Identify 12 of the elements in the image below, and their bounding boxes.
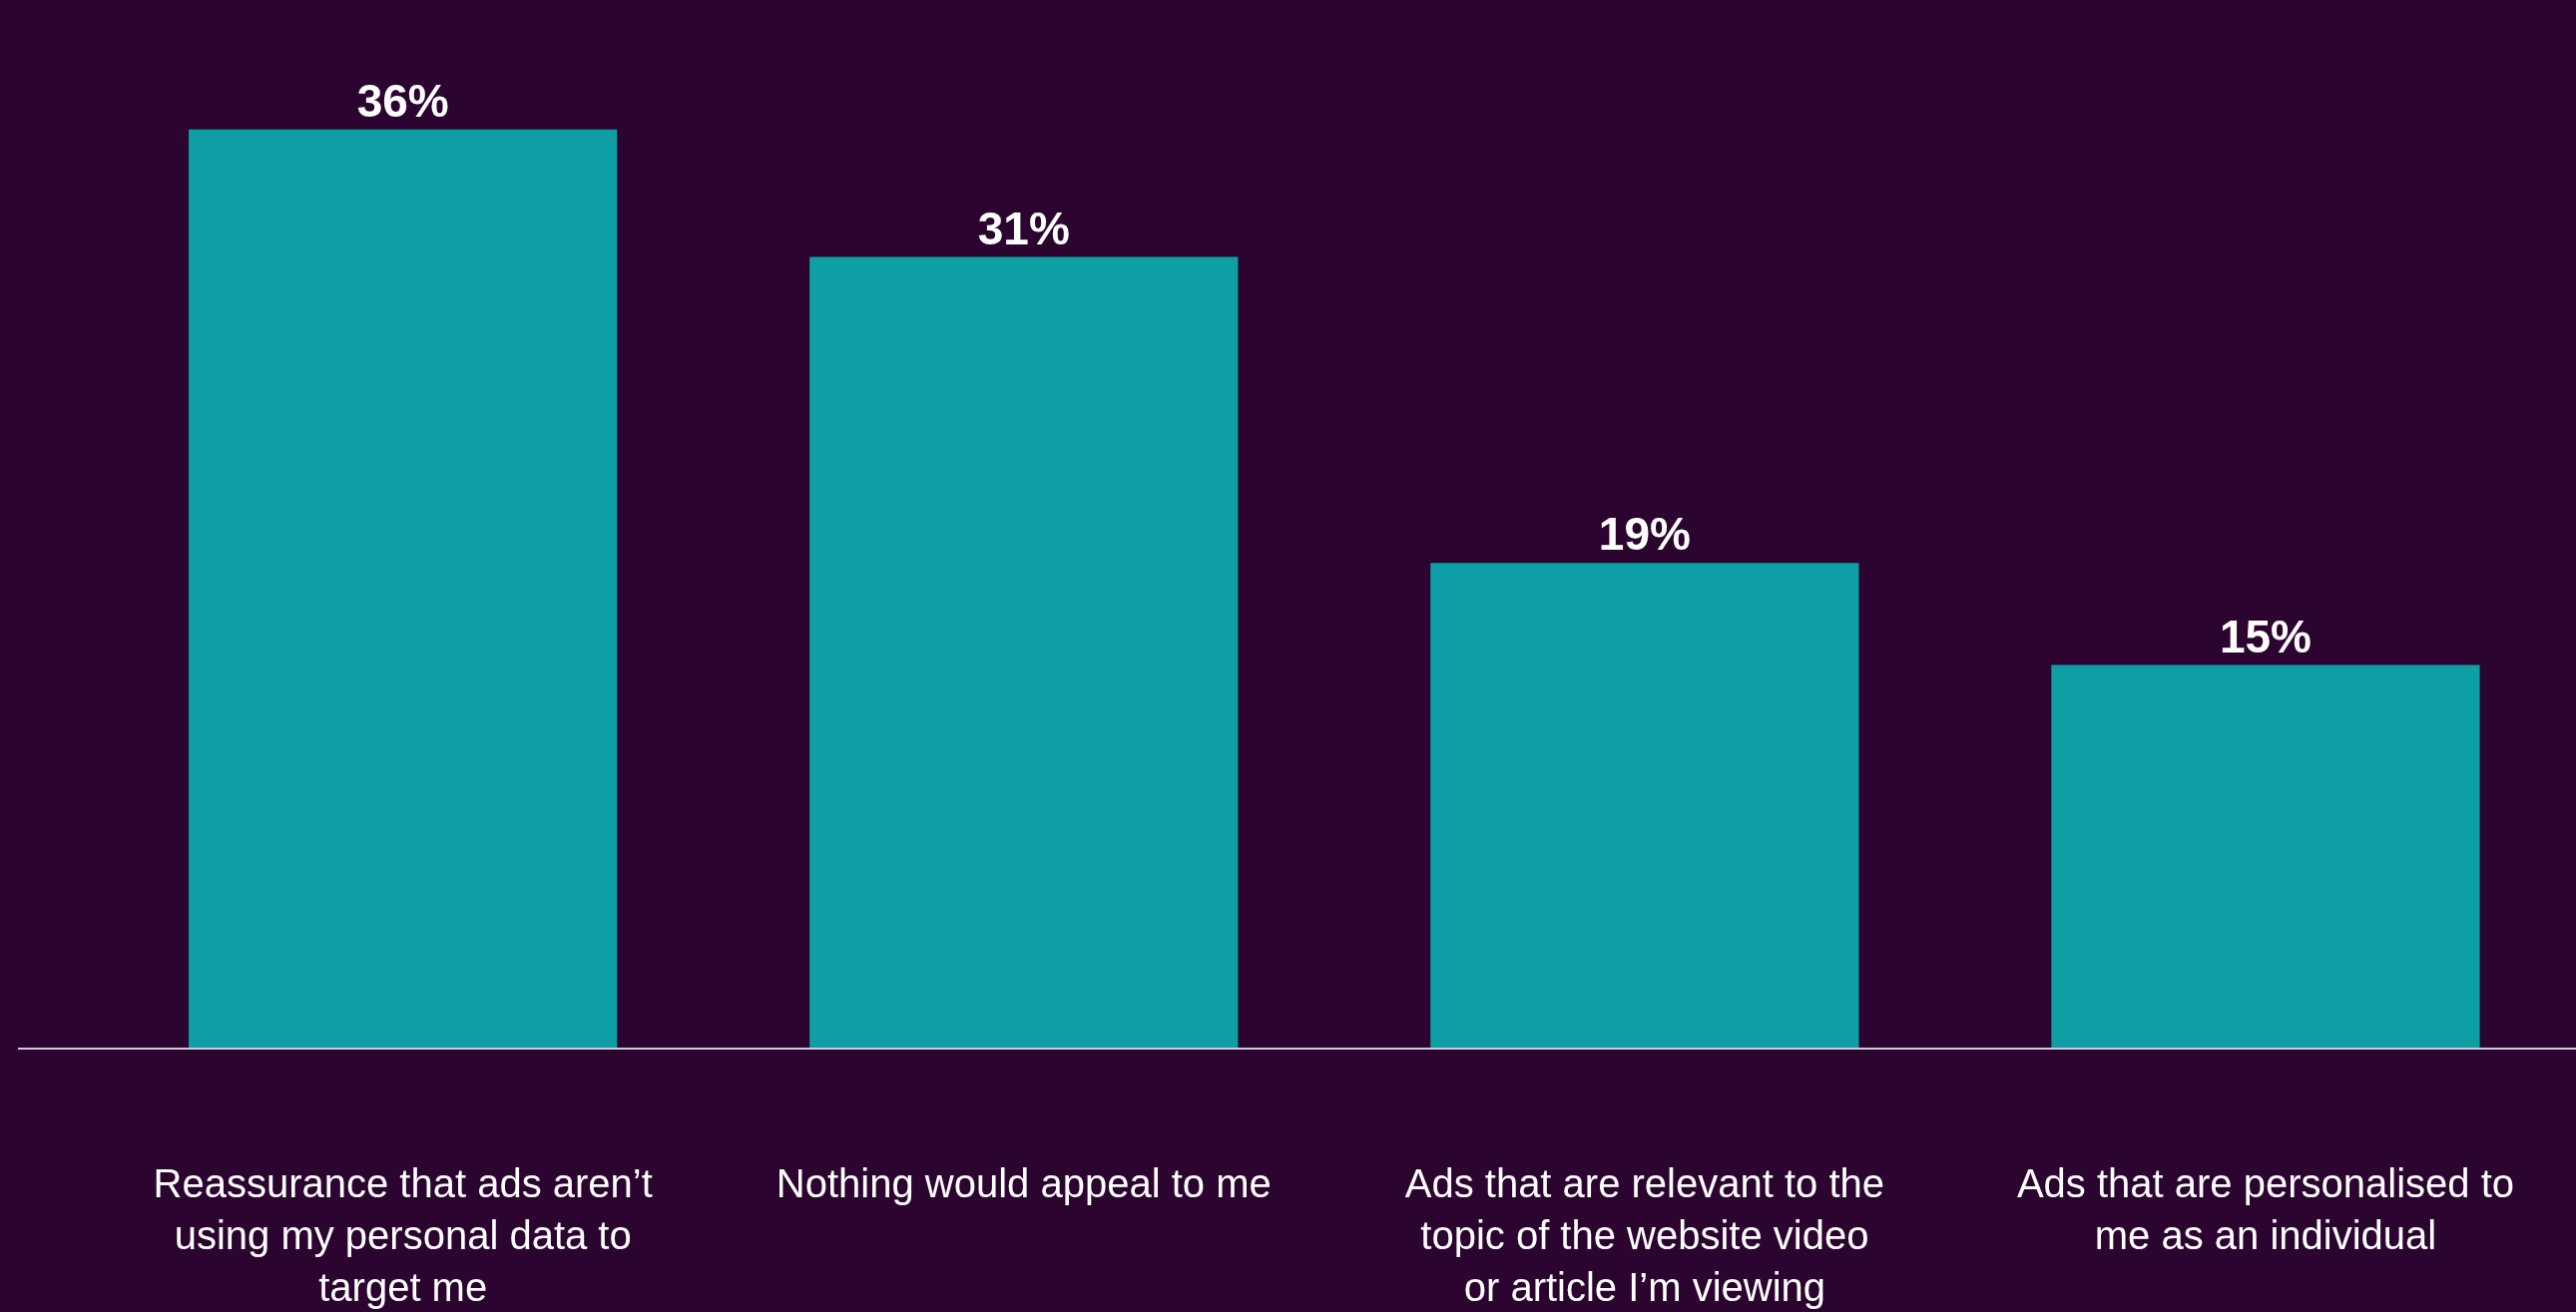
- data-label: 31%: [977, 202, 1070, 254]
- bar: [1430, 563, 1859, 1048]
- x-tick-label: Reassurance that ads aren’t using my personal data to target me: [153, 1161, 653, 1309]
- x-tick-label: Ads that are personalised to me as an individual: [2016, 1161, 2515, 1257]
- bar: [189, 129, 618, 1048]
- data-label: 19%: [1598, 508, 1691, 561]
- data-label: 15%: [2219, 610, 2312, 662]
- x-tick-label: Nothing would appeal to me: [775, 1161, 1272, 1205]
- bar: [2051, 664, 2480, 1048]
- data-label: 36%: [356, 74, 449, 127]
- x-tick-label: Ads that are relevant to the topic of the website video or article I’m viewing: [1404, 1161, 1885, 1309]
- bar: [809, 256, 1239, 1048]
